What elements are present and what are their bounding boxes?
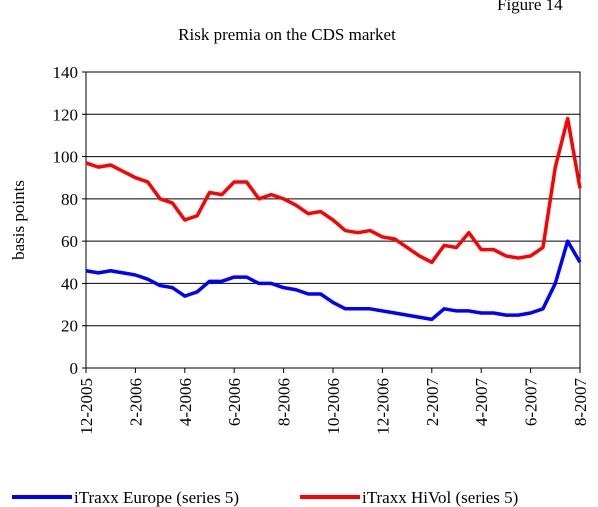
y-tick-label: 40 [61,274,78,293]
x-tick-label: 4-2006 [176,378,195,426]
x-tick-label: 12-2006 [373,378,392,435]
legend-label: iTraxx Europe (series 5) [74,488,239,507]
x-tick-label: 4-2007 [472,378,491,427]
y-tick-label: 100 [53,148,79,167]
y-tick-label: 20 [61,317,78,336]
y-tick-label: 60 [61,232,78,251]
x-tick-label: 8-2007 [571,378,590,427]
x-tick-label: 10-2006 [324,378,343,435]
y-tick-label: 80 [61,190,78,209]
x-tick-label: 6-2006 [225,378,244,426]
chart-title: Risk premia on the CDS market [178,25,396,44]
x-tick-label: 8-2006 [275,378,294,426]
series-line [85,239,582,322]
figure-label: Figure 14 [497,0,563,14]
y-tick-label: 140 [53,63,79,82]
x-tick-label: 12-2005 [77,378,96,435]
y-tick-label: 0 [70,359,79,378]
series-line [85,116,582,265]
x-tick-label: 2-2006 [126,378,145,426]
x-tick-label: 6-2007 [522,378,541,427]
y-tick-label: 120 [53,105,79,124]
y-axis-label: basis points [9,180,28,260]
legend-label: iTraxx HiVol (series 5) [362,488,518,507]
x-tick-label: 2-2007 [423,378,442,427]
